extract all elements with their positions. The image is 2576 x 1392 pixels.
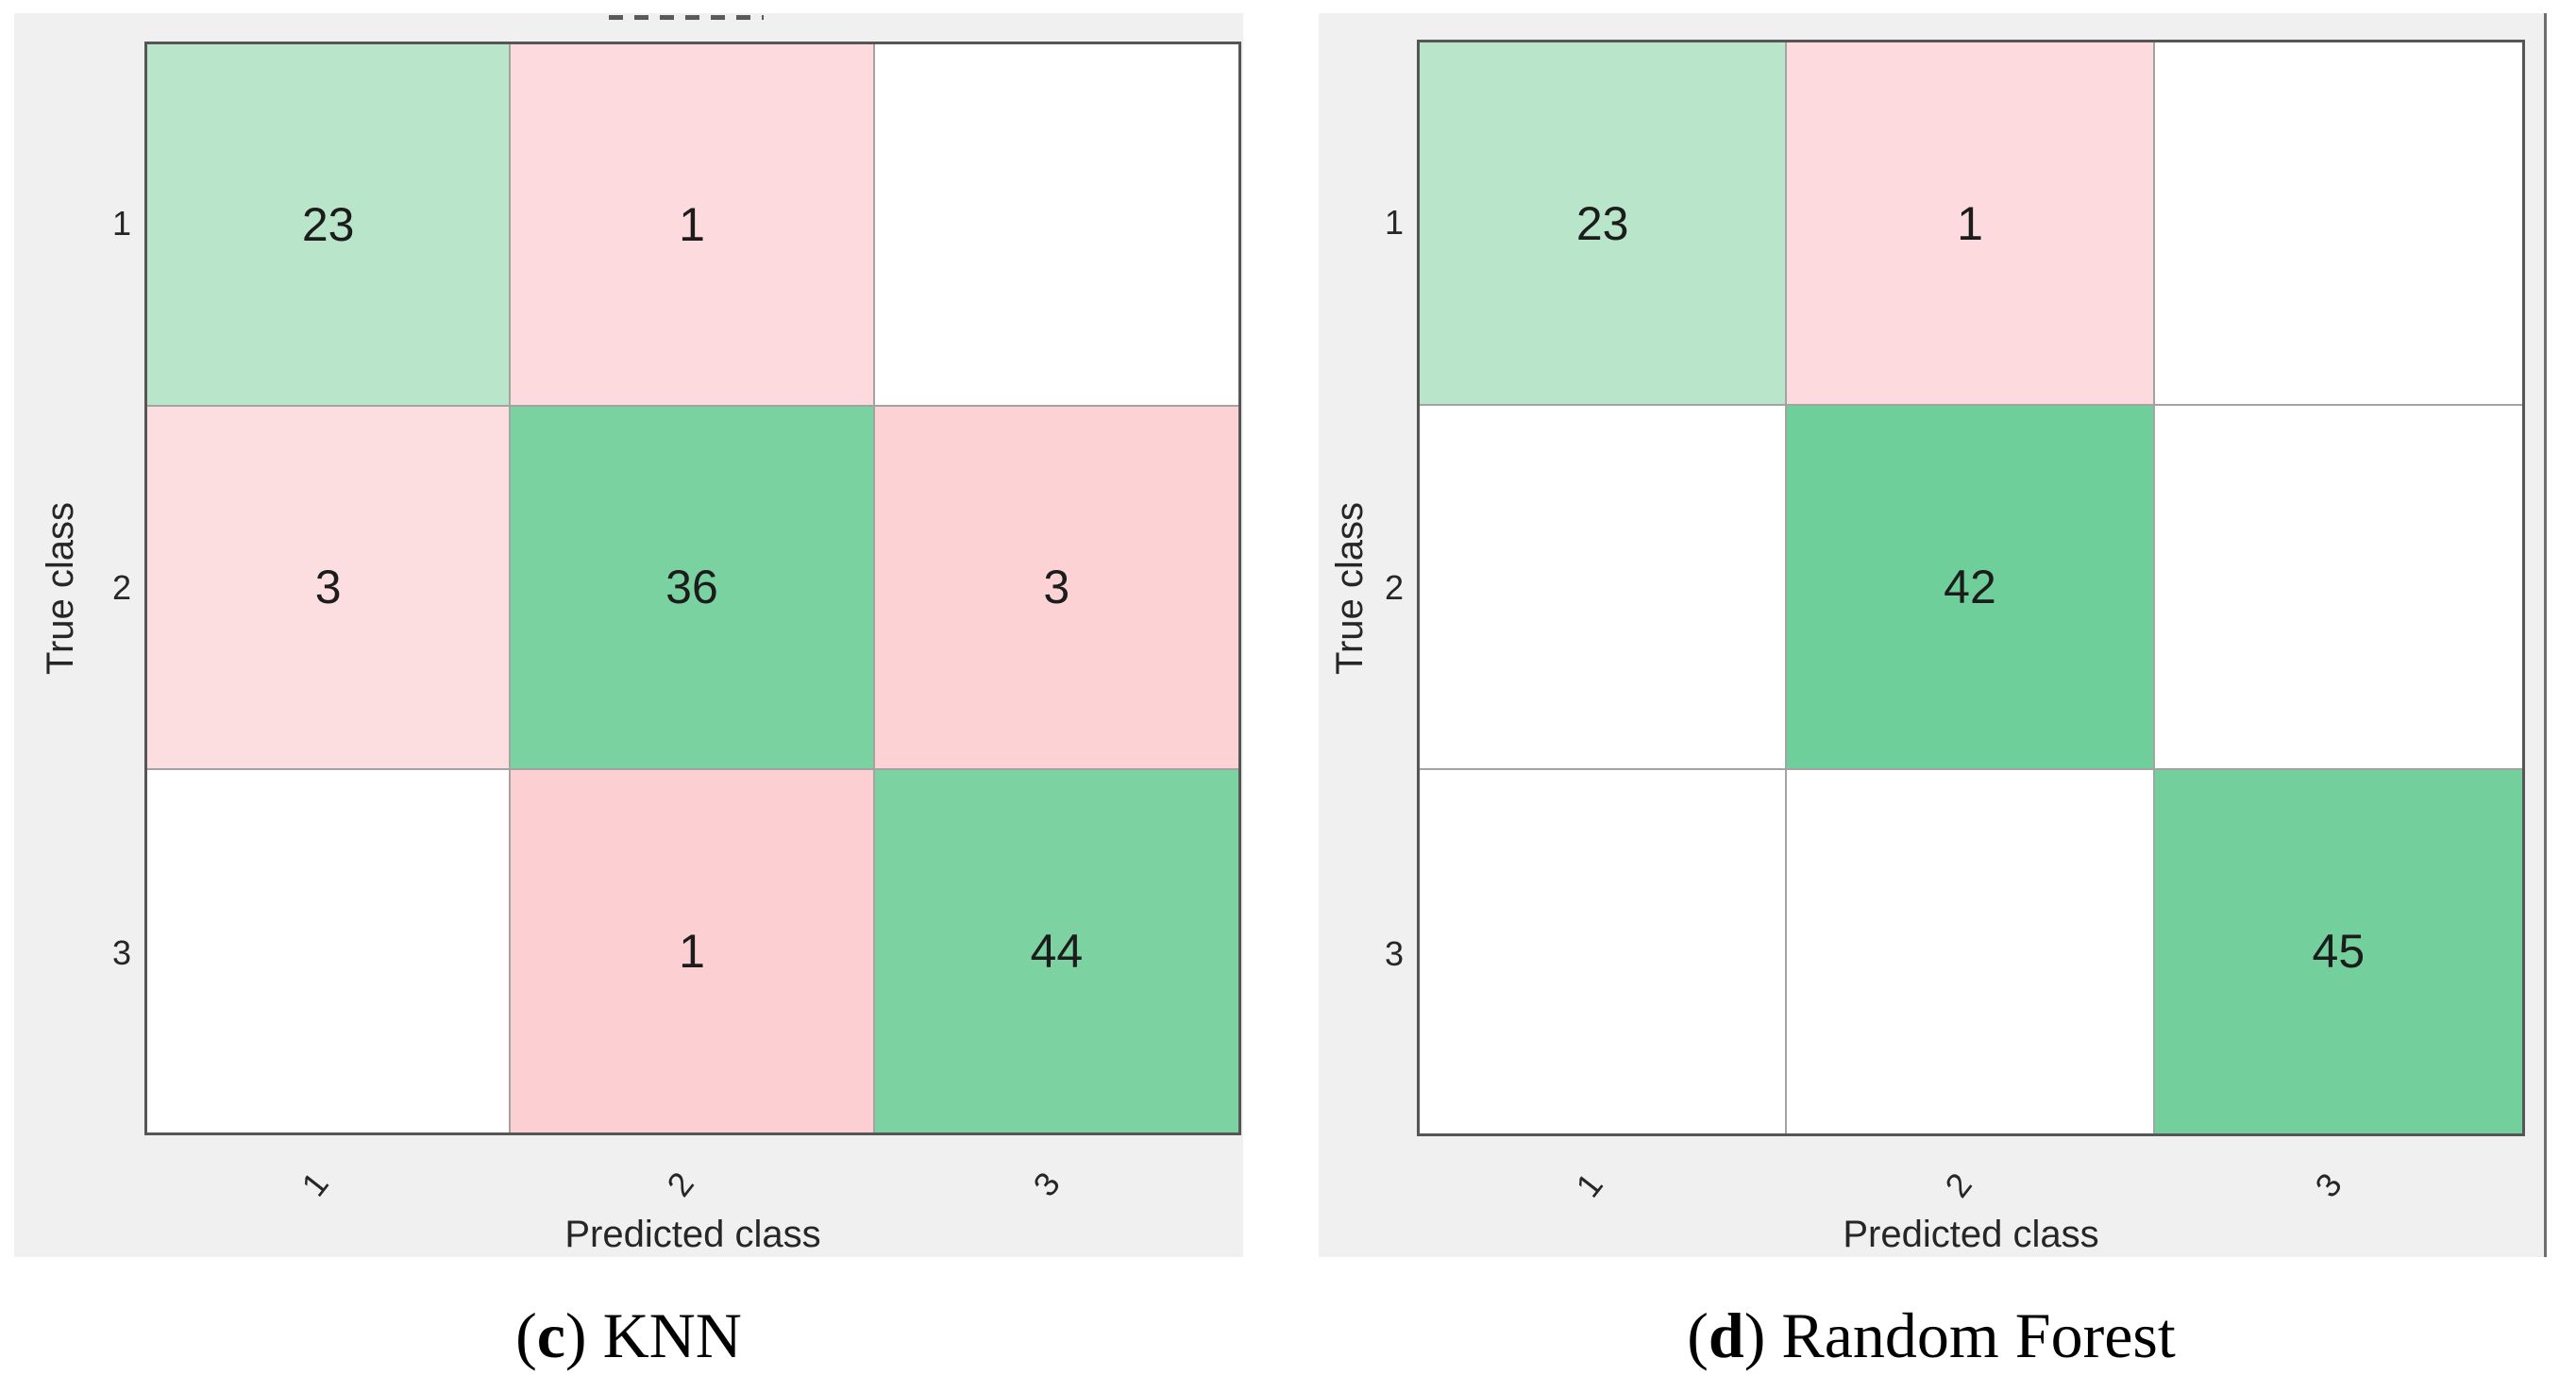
- x-tick-2: 2: [1786, 1158, 2155, 1213]
- caption-paren-open: (: [515, 1300, 537, 1371]
- x-tick-1: 1: [144, 1157, 510, 1212]
- caption-random-forest: (d) Random Forest: [1319, 1299, 2544, 1373]
- matrix-cell-r3c2: [1787, 769, 2155, 1133]
- y-tick-2: 2: [111, 568, 131, 607]
- x-tick-2: 2: [510, 1157, 875, 1212]
- y-tick-2: 2: [1384, 567, 1404, 607]
- matrix-cell-r2c2: 42: [1787, 406, 2155, 770]
- matrix-cell-r1c1: 23: [1420, 42, 1788, 407]
- y-tick-1: 1: [1384, 202, 1404, 242]
- x-tick-1-text: 1: [1568, 1166, 1611, 1205]
- caption-knn: (c) KNN: [14, 1299, 1243, 1373]
- matrix-cell-r1c3: [874, 44, 1238, 408]
- matrix-cell-r2c3: 3: [874, 407, 1238, 770]
- matrix-cell-r1c2: 1: [1787, 42, 2155, 407]
- confusion-matrix-panel-knn: True class 1 2 3 23 1 3 36 3 1 44 1 2 3 …: [14, 13, 1243, 1257]
- x-tick-1: 1: [1417, 1158, 1786, 1213]
- matrix-cell-r3c1: [1420, 769, 1788, 1133]
- confusion-matrix-grid: 23 1 42 45: [1417, 40, 2525, 1136]
- x-tick-1-text: 1: [294, 1165, 337, 1204]
- matrix-cell-r3c3: 45: [2154, 769, 2522, 1133]
- confusion-matrix-grid: 23 1 3 36 3 1 44: [144, 42, 1241, 1135]
- y-tick-3: 3: [1384, 933, 1404, 973]
- matrix-cell-r3c2: 1: [511, 769, 875, 1132]
- x-tick-3: 3: [2156, 1158, 2525, 1213]
- matrix-cell-r2c3: [2154, 406, 2522, 770]
- x-tick-3-text: 3: [2307, 1166, 2350, 1205]
- y-tick-3: 3: [111, 933, 131, 972]
- confusion-matrix-panel-random-forest: True class 1 2 3 23 1 42 45 1 2 3 Predic…: [1319, 13, 2547, 1257]
- x-tick-2-text: 2: [1937, 1166, 1980, 1205]
- cropped-title-artifact: [609, 15, 764, 20]
- matrix-cell-r2c1: 3: [147, 407, 512, 770]
- matrix-cell-r3c3: 44: [874, 769, 1238, 1132]
- matrix-cell-r2c1: [1420, 406, 1788, 770]
- matrix-cell-r2c2: 36: [511, 407, 875, 770]
- caption-paren-close: ): [1743, 1300, 1782, 1371]
- matrix-cell-r3c1: [147, 769, 512, 1132]
- matrix-cell-r1c1: 23: [147, 44, 512, 408]
- caption-paren-close: ): [564, 1300, 603, 1371]
- caption-letter: c: [536, 1300, 565, 1371]
- x-tick-3: 3: [876, 1157, 1241, 1212]
- caption-title: Random Forest: [1781, 1300, 2176, 1371]
- x-tick-2-text: 2: [659, 1165, 702, 1204]
- caption-title: KNN: [602, 1300, 742, 1371]
- matrix-cell-r1c2: 1: [511, 44, 875, 408]
- x-axis-label: Predicted class: [564, 1214, 821, 1255]
- caption-paren-open: (: [1687, 1300, 1709, 1371]
- matrix-cell-r1c3: [2154, 42, 2522, 407]
- x-tick-3-text: 3: [1025, 1165, 1069, 1204]
- x-axis-label: Predicted class: [1843, 1214, 2099, 1255]
- y-tick-1: 1: [111, 204, 131, 243]
- caption-letter: d: [1708, 1300, 1744, 1371]
